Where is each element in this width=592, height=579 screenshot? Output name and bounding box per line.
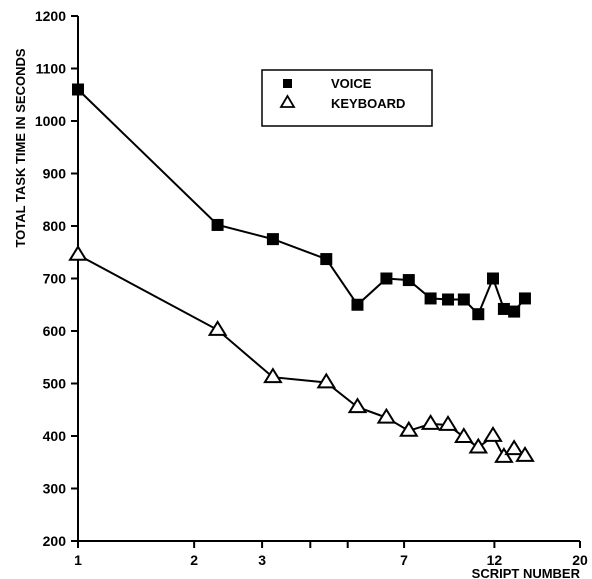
voice-data-point: [351, 298, 364, 311]
x-ticks: 1 2 3 7 12 20: [74, 541, 588, 568]
voice-data-point: [402, 274, 415, 287]
y-axis-label: TOTAL TASK TIME IN SECONDS: [13, 48, 28, 247]
voice-data-point: [486, 272, 499, 285]
y-tick-label: 1000: [35, 113, 66, 129]
x-tick-label: 1: [74, 552, 82, 568]
x-tick-label: 2: [190, 552, 198, 568]
x-tick-label: 7: [400, 552, 408, 568]
series-layer: [68, 83, 535, 463]
keyboard-data-point: [468, 437, 489, 454]
voice-data-point: [211, 218, 224, 231]
voice-data-point: [457, 293, 470, 306]
voice-data-point: [266, 233, 279, 246]
legend-voice-label: VOICE: [331, 76, 372, 91]
keyboard-series-line: [77, 254, 526, 459]
y-tick-label: 600: [43, 323, 67, 339]
y-tick-label: 200: [43, 533, 67, 549]
voice-data-point: [72, 83, 84, 96]
y-tick-label: 800: [43, 218, 67, 234]
y-tick-label: 1200: [35, 8, 66, 24]
keyboard-data-point: [263, 367, 283, 384]
legend-keyboard-marker: [279, 94, 296, 108]
keyboard-data-point: [347, 397, 368, 414]
y-tick-label: 900: [43, 166, 67, 182]
keyboard-data-point: [207, 319, 228, 336]
keyboard-data-point: [494, 446, 514, 463]
keyboard-data-point: [504, 439, 524, 456]
keyboard-data-point: [399, 420, 419, 437]
voice-data-point: [424, 292, 437, 305]
voice-data-point: [472, 308, 485, 321]
keyboard-data-point: [438, 414, 458, 431]
keyboard-data-point: [454, 427, 474, 443]
voice-data-point: [497, 302, 510, 315]
y-tick-label: 400: [43, 428, 67, 444]
y-ticks: 200 300 400 500 600 700 800 900 1000 1100 1200: [35, 8, 78, 549]
x-tick-label: 20: [572, 552, 588, 568]
voice-data-point: [442, 293, 455, 306]
voice-data-point: [508, 305, 521, 318]
legend: VOICE KEYBOARD: [261, 69, 433, 127]
keyboard-data-point: [515, 445, 535, 462]
keyboard-data-point: [68, 244, 88, 261]
x-tick-label: 3: [258, 552, 266, 568]
voice-data-point: [380, 272, 393, 285]
keyboard-data-point: [316, 372, 337, 389]
x-axis-label: SCRIPT NUMBER: [472, 566, 581, 579]
y-tick-label: 700: [43, 271, 67, 287]
keyboard-data-point: [420, 413, 441, 430]
keyboard-data-point: [483, 425, 503, 442]
voice-data-point: [518, 292, 531, 305]
legend-voice-marker: [283, 79, 292, 88]
y-tick-label: 1100: [36, 61, 67, 77]
legend-keyboard-label: KEYBOARD: [331, 96, 405, 111]
y-tick-label: 300: [43, 481, 67, 497]
x-tick-label: 12: [487, 552, 503, 568]
voice-data-point: [320, 253, 333, 266]
keyboard-data-point: [376, 407, 397, 424]
y-tick-label: 500: [43, 376, 67, 392]
